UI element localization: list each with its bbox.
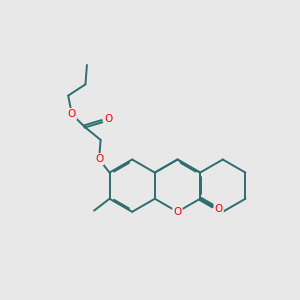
Text: O: O (173, 207, 181, 217)
Text: O: O (95, 154, 103, 164)
Text: O: O (214, 204, 223, 214)
Text: O: O (104, 114, 113, 124)
Text: O: O (68, 109, 76, 119)
